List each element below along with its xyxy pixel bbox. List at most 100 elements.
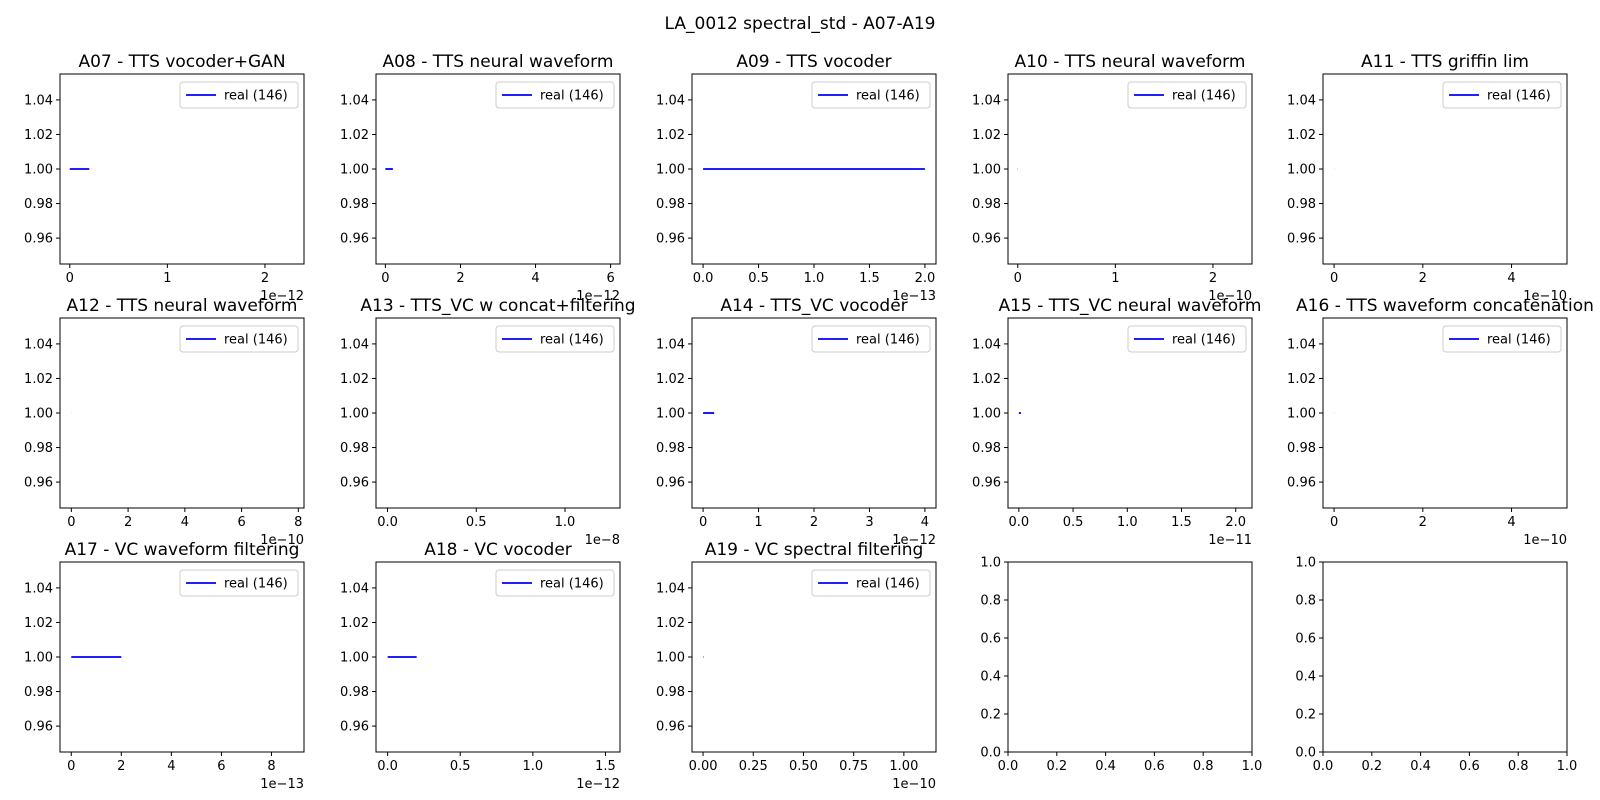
x-tick-label: 4 bbox=[921, 515, 929, 530]
x-tick-label: 0.6 bbox=[1459, 759, 1480, 774]
x-tick-label: 1.5 bbox=[859, 271, 880, 286]
subplot-7: A13 - TTS_VC w concat+filtering 0.0 0.5 1.0… bbox=[340, 296, 636, 548]
y-tick-label: 0.96 bbox=[1287, 232, 1316, 247]
x-tick-label: 1.0 bbox=[555, 515, 576, 530]
y-tick-label: 1.02 bbox=[24, 128, 53, 143]
x-tick-label: 0.5 bbox=[1063, 515, 1084, 530]
x-tick-label: 8 bbox=[267, 759, 275, 774]
x-tick-label: 0 bbox=[1014, 271, 1022, 286]
y-tick-label: 0.0 bbox=[1295, 746, 1316, 761]
y-tick-label: 1.02 bbox=[340, 128, 369, 143]
x-tick-label: 0 bbox=[67, 759, 75, 774]
y-tick-label: 1.02 bbox=[1287, 128, 1316, 143]
x-offset-label: 1e−12 bbox=[576, 289, 620, 304]
axes-frame bbox=[1007, 561, 1253, 753]
y-tick-label: 1.04 bbox=[1287, 93, 1316, 108]
x-tick-label: 0.6 bbox=[1144, 759, 1165, 774]
x-offset-label: 1e−12 bbox=[260, 289, 304, 304]
y-tick-label: 0.96 bbox=[340, 720, 369, 735]
x-tick-label: 1.00 bbox=[889, 759, 918, 774]
x-tick-label: 0 bbox=[66, 271, 74, 286]
y-tick-label: 0.98 bbox=[24, 441, 53, 456]
y-tick-label: 0.98 bbox=[1287, 197, 1316, 212]
y-tick-label: 0.6 bbox=[980, 632, 1001, 647]
y-tick-label: 1.00 bbox=[340, 163, 369, 178]
y-tick-label: 0.4 bbox=[1295, 670, 1316, 685]
x-tick-label: 0.4 bbox=[1095, 759, 1116, 774]
x-offset-label: 1e−10 bbox=[1208, 289, 1252, 304]
legend-label: real (146) bbox=[1172, 89, 1236, 104]
x-offset-label: 1e−10 bbox=[1523, 289, 1567, 304]
x-tick-label: 0.2 bbox=[1361, 759, 1382, 774]
y-tick-label: 1.00 bbox=[24, 163, 53, 178]
y-tick-label: 1.00 bbox=[1287, 407, 1316, 422]
x-tick-label: 1 bbox=[1111, 271, 1119, 286]
subplot-4: A10 - TTS neural waveform 0 1 2 0.96 0.98 1.00… bbox=[972, 52, 1253, 304]
y-tick-label: 1.02 bbox=[1287, 372, 1316, 387]
x-tick-label: 0 bbox=[381, 271, 389, 286]
legend-box bbox=[495, 569, 615, 597]
legend-box bbox=[179, 325, 299, 353]
x-tick-label: 0.4 bbox=[1410, 759, 1431, 774]
y-tick-label: 0.98 bbox=[1287, 441, 1316, 456]
x-tick-label: 0.0 bbox=[377, 759, 398, 774]
y-tick-label: 0.96 bbox=[340, 232, 369, 247]
subplot-6: A12 - TTS neural waveform 0 2 4 6 8 0.96 0.98 1.… bbox=[24, 296, 305, 548]
y-tick-label: 1.04 bbox=[24, 93, 53, 108]
legend-box bbox=[495, 81, 615, 109]
y-tick-label: 0.96 bbox=[24, 476, 53, 491]
y-tick-label: 1.04 bbox=[1287, 337, 1316, 352]
y-tick-label: 0.8 bbox=[1295, 594, 1316, 609]
subplot-title: A15 - TTS_VC neural waveform bbox=[999, 296, 1262, 316]
x-tick-label: 2 bbox=[1419, 271, 1427, 286]
y-tick-label: 0.96 bbox=[1287, 476, 1316, 491]
legend-box bbox=[1442, 81, 1562, 109]
x-offset-label: 1e−12 bbox=[576, 777, 620, 792]
x-offset-label: 1e−10 bbox=[892, 777, 936, 792]
x-tick-label: 1.0 bbox=[804, 271, 825, 286]
subplot-15: 0.0 0.2 0.4 0.6 0.8 1.0 0.0 0.2 0.4 0.6 0.8 1.0 bbox=[1295, 556, 1577, 775]
x-tick-label: 8 bbox=[294, 515, 302, 530]
y-tick-label: 1.02 bbox=[656, 128, 685, 143]
x-tick-label: 0 bbox=[67, 515, 75, 530]
y-tick-label: 0.2 bbox=[1295, 708, 1316, 723]
y-tick-label: 0.96 bbox=[972, 476, 1001, 491]
y-tick-label: 0.98 bbox=[972, 441, 1001, 456]
legend-label: real (146) bbox=[540, 577, 604, 592]
y-tick-label: 1.00 bbox=[1287, 163, 1316, 178]
y-tick-label: 0.96 bbox=[24, 232, 53, 247]
y-tick-label: 0.6 bbox=[1295, 632, 1316, 647]
subplot-11: A17 - VC waveform filtering 0 2 4 6 8 0.96 0.98… bbox=[24, 540, 305, 792]
y-tick-label: 1.00 bbox=[972, 407, 1001, 422]
subplot-title: A14 - TTS_VC vocoder bbox=[720, 296, 907, 316]
x-offset-label: 1e−11 bbox=[1208, 533, 1252, 548]
y-tick-label: 1.02 bbox=[340, 616, 369, 631]
x-tick-label: 0.8 bbox=[1193, 759, 1214, 774]
y-tick-label: 1.02 bbox=[656, 372, 685, 387]
y-tick-label: 0.98 bbox=[972, 197, 1001, 212]
x-tick-label: 0 bbox=[699, 515, 707, 530]
x-tick-label: 0.0 bbox=[1313, 759, 1334, 774]
y-tick-label: 1.00 bbox=[656, 407, 685, 422]
x-tick-label: 4 bbox=[1507, 271, 1515, 286]
legend-box bbox=[1442, 325, 1562, 353]
x-tick-label: 4 bbox=[1507, 515, 1515, 530]
subplot-2: A08 - TTS neural waveform 0 2 4 6 0.96 0.98 1.0… bbox=[340, 52, 621, 304]
x-tick-label: 2 bbox=[1419, 515, 1427, 530]
x-tick-label: 2 bbox=[261, 271, 269, 286]
y-tick-label: 0.96 bbox=[24, 720, 53, 735]
subplot-5: A11 - TTS griffin lim 0 2 4 0.96 0.98 1.00 1.02… bbox=[1287, 52, 1568, 304]
x-offset-label: 1e−8 bbox=[585, 533, 620, 548]
y-tick-label: 0.98 bbox=[656, 685, 685, 700]
y-tick-label: 1.00 bbox=[656, 163, 685, 178]
y-tick-label: 0.96 bbox=[972, 232, 1001, 247]
y-tick-label: 1.04 bbox=[340, 581, 369, 596]
subplot-title: A12 - TTS neural waveform bbox=[67, 296, 298, 316]
x-tick-label: 0.0 bbox=[1009, 515, 1030, 530]
x-tick-label: 0.0 bbox=[693, 271, 714, 286]
legend-label: real (146) bbox=[224, 577, 288, 592]
y-tick-label: 1.00 bbox=[972, 163, 1001, 178]
subplot-10: A16 - TTS waveform concatenation 0 2 4 0.96 0… bbox=[1287, 296, 1594, 548]
x-tick-label: 1.5 bbox=[595, 759, 616, 774]
